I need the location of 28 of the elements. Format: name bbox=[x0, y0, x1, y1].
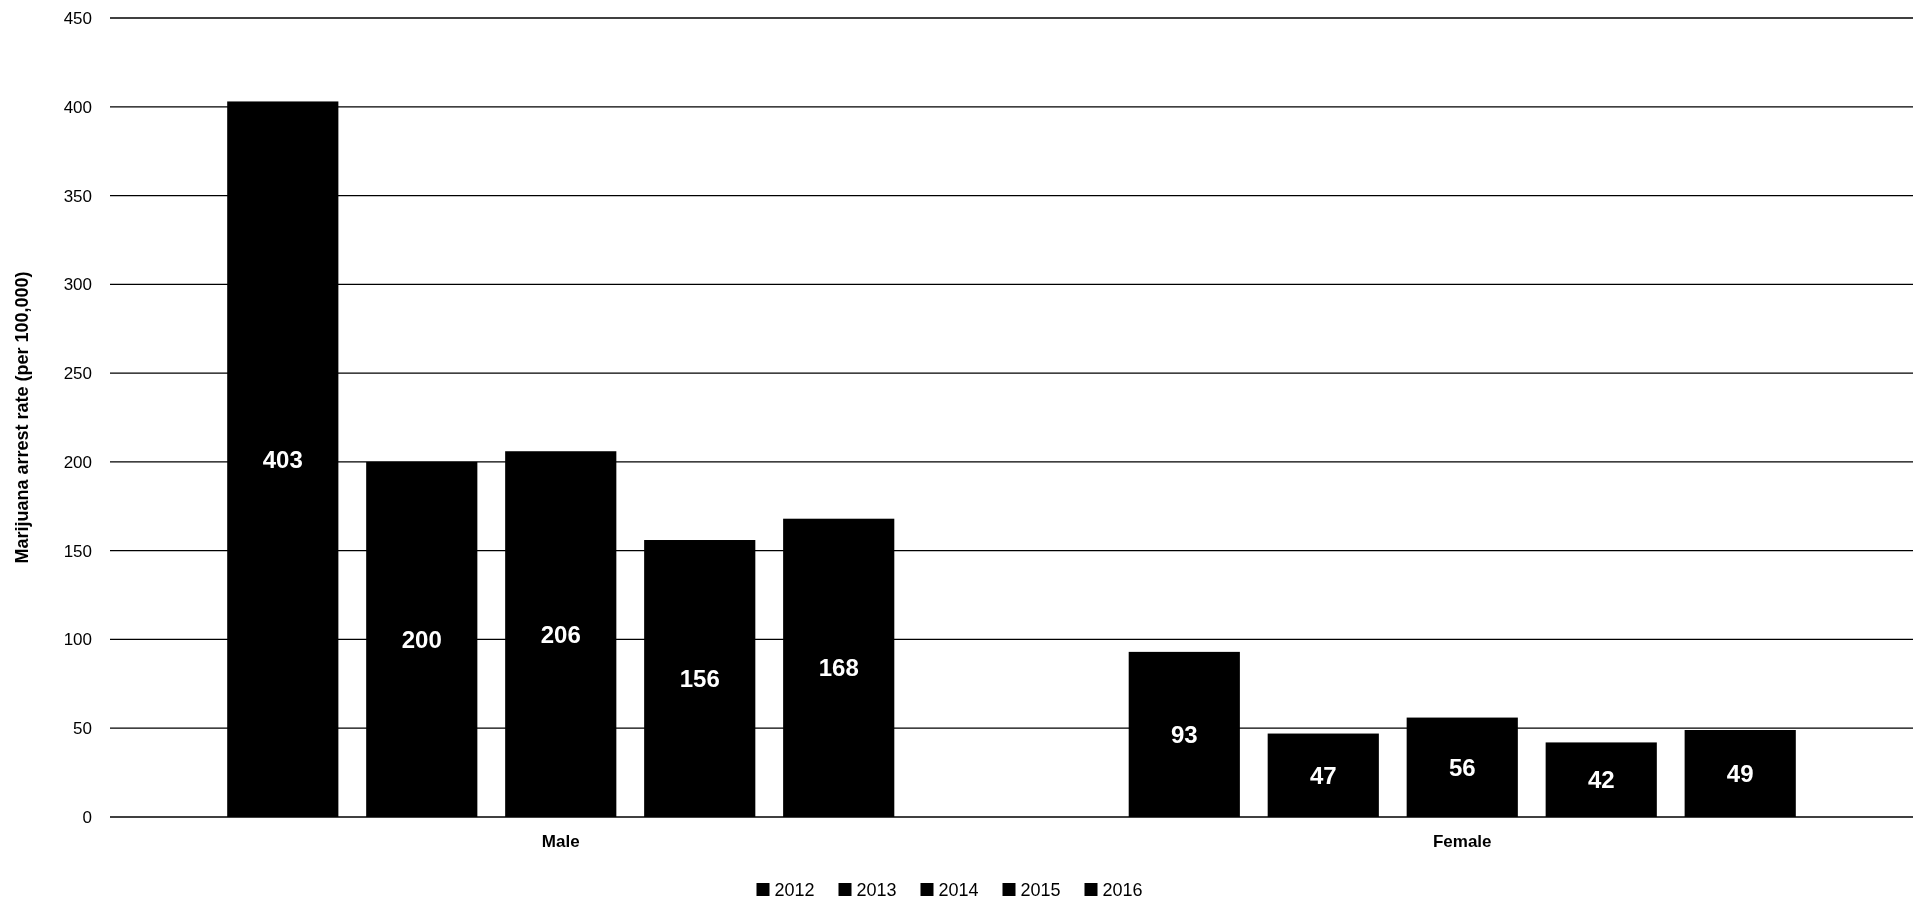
y-tick-label: 300 bbox=[63, 275, 92, 295]
y-tick-label: 250 bbox=[63, 364, 92, 384]
data-label: 168 bbox=[818, 654, 859, 682]
data-label: 200 bbox=[401, 625, 442, 653]
legend-label: 2012 bbox=[774, 880, 815, 901]
x-tick-label: Male bbox=[541, 832, 580, 851]
data-label: 56 bbox=[1448, 753, 1476, 781]
y-tick-label: 200 bbox=[63, 452, 92, 472]
legend-label: 2014 bbox=[938, 880, 979, 901]
y-tick-label: 350 bbox=[63, 186, 92, 206]
x-tick-label: Female bbox=[1432, 832, 1492, 851]
y-tick-label: 100 bbox=[63, 630, 92, 650]
y-tick-label: 450 bbox=[63, 8, 92, 28]
data-label: 93 bbox=[1170, 720, 1198, 748]
data-label: 156 bbox=[679, 664, 720, 692]
data-label: 403 bbox=[262, 445, 303, 473]
data-label: 42 bbox=[1587, 766, 1615, 794]
y-tick-label: 400 bbox=[63, 97, 92, 117]
data-label: 49 bbox=[1726, 759, 1754, 787]
legend-label: 2015 bbox=[1020, 880, 1061, 901]
y-tick-label: 50 bbox=[73, 719, 92, 739]
y-tick-label: 150 bbox=[63, 541, 92, 561]
y-axis-title: Marijuana arrest rate (per 100,000) bbox=[12, 271, 32, 564]
y-tick-label: 0 bbox=[82, 807, 92, 827]
legend-label: 2016 bbox=[1102, 880, 1143, 901]
data-label: 47 bbox=[1309, 761, 1337, 789]
data-label: 206 bbox=[540, 620, 581, 648]
legend-label: 2013 bbox=[856, 880, 897, 901]
